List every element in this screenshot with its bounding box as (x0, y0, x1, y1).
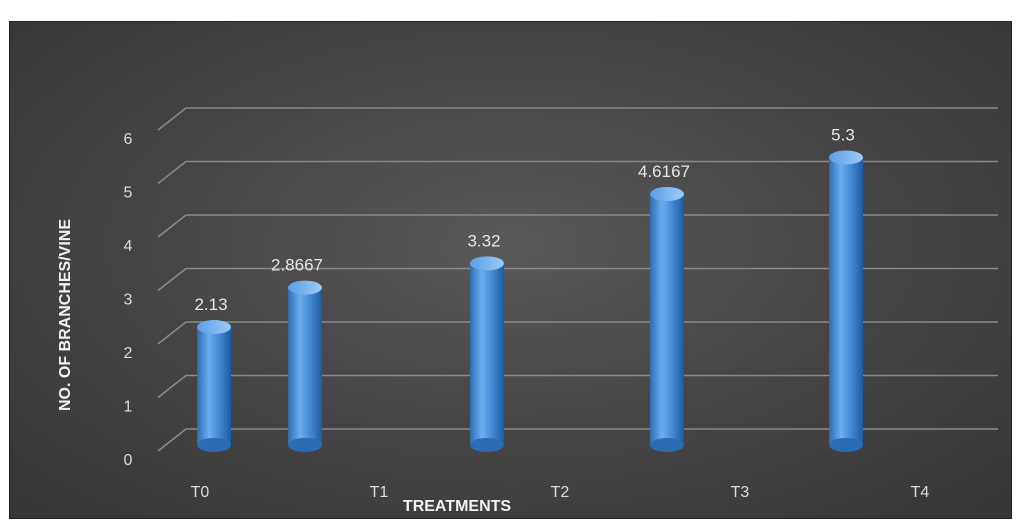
gridline (157, 160, 998, 185)
x-tick-label: T0 (191, 484, 210, 501)
x-tick-label: T3 (731, 484, 750, 501)
bar (470, 263, 504, 445)
gridline (157, 267, 998, 292)
y-tick-label: 2 (124, 345, 133, 362)
y-tick-label: 3 (124, 292, 133, 309)
bars: 2.13 2.8667 3.32 4.6167 5.3 (194, 125, 863, 452)
gridlines (157, 107, 998, 452)
bar-base (829, 438, 863, 452)
bar (829, 157, 863, 445)
bar (288, 287, 322, 445)
x-axis-ticks: T0 T1 T2 T3 T4 (191, 484, 930, 501)
bar (650, 194, 684, 445)
bar-top (288, 280, 322, 295)
y-tick-label: 4 (124, 238, 133, 255)
bar-base (650, 438, 684, 452)
bar-top (197, 320, 231, 335)
gridline (157, 374, 998, 399)
bar-base (288, 438, 322, 452)
x-axis-title: TREATMENTS (403, 498, 511, 515)
x-tick-label: T4 (911, 484, 930, 501)
data-label: 2.8667 (271, 256, 323, 275)
bar-base (197, 438, 231, 452)
caption-strip (0, 0, 1018, 21)
gridline (157, 321, 998, 345)
data-label: 5.3 (831, 125, 855, 144)
gridline (157, 214, 998, 238)
data-label: 4.6167 (638, 162, 690, 181)
bar (197, 327, 231, 445)
y-tick-label: 1 (124, 399, 133, 416)
x-tick-label: T2 (551, 484, 570, 501)
y-axis-title: NO. OF BRANCHES/VINE (57, 219, 74, 411)
y-tick-label: 6 (124, 131, 133, 148)
y-tick-label: 5 (124, 185, 133, 202)
gridline (157, 428, 998, 452)
bar-top (829, 150, 863, 165)
bar-base (470, 438, 504, 452)
y-tick-label: 0 (124, 452, 133, 469)
gridline (157, 107, 998, 131)
data-label: 2.13 (194, 295, 227, 314)
data-label: 3.32 (467, 231, 500, 250)
bar-top (470, 256, 504, 271)
y-axis-ticks: 0 1 2 3 4 5 6 (124, 131, 133, 469)
x-tick-label: T1 (370, 484, 389, 501)
bar-top (650, 187, 684, 202)
